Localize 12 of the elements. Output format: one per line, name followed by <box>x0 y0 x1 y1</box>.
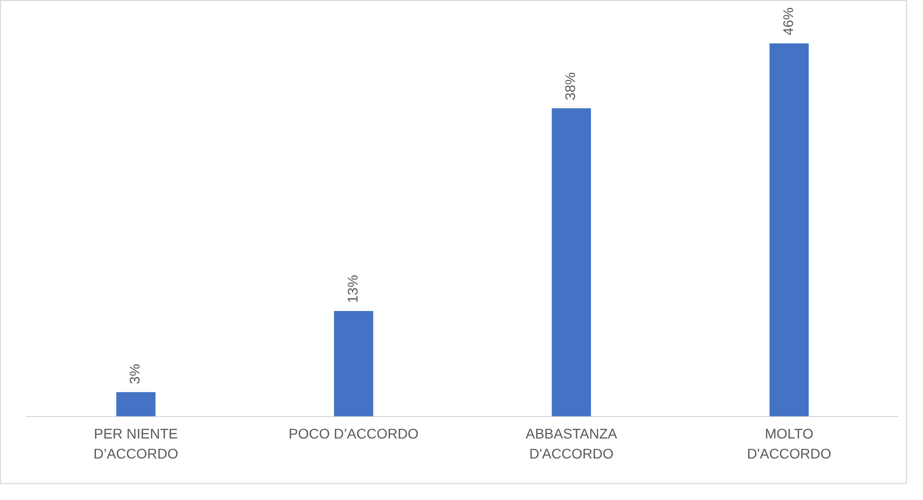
bar <box>770 43 809 416</box>
data-label: 46% <box>780 7 796 36</box>
bar <box>334 310 374 416</box>
x-tick-label: PER NIENTE D’ACCORDO <box>93 425 178 462</box>
x-tick-label: MOLTO D'ACCORDO <box>746 425 832 462</box>
data-label: 13% <box>344 274 360 303</box>
x-tick-label: POCO D’ACCORDO <box>288 425 419 442</box>
x-tick-label: ABBASTANZA D'ACCORDO <box>526 425 618 462</box>
data-label: 38% <box>562 72 578 100</box>
data-label: 3% <box>126 364 143 384</box>
bar <box>552 108 591 416</box>
bar <box>116 392 156 416</box>
